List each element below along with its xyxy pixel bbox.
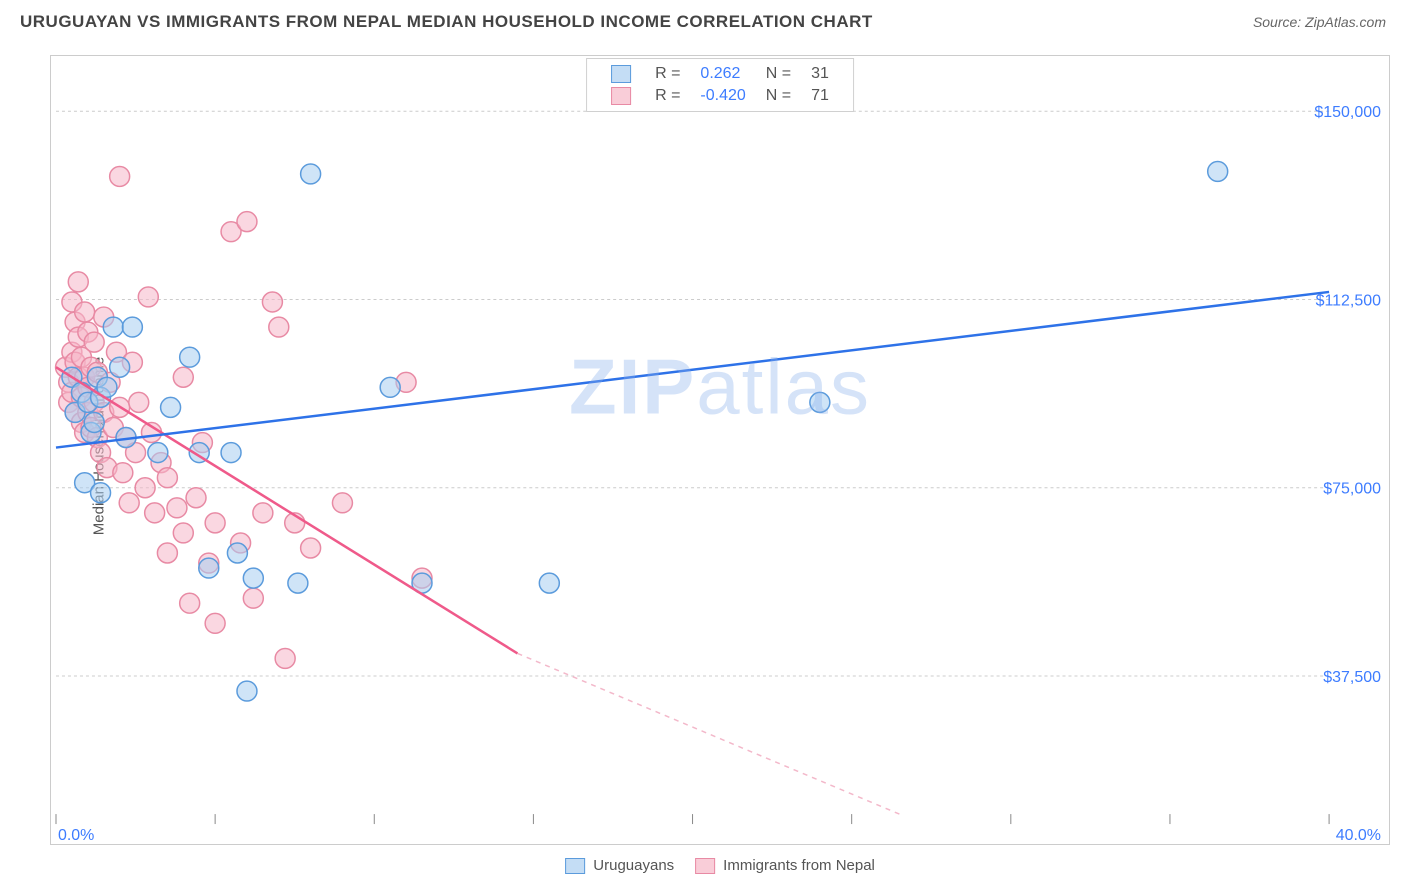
legend-r-value-blue: 0.262 <box>690 63 755 85</box>
svg-text:$112,500: $112,500 <box>1316 292 1382 309</box>
legend-r-label-blue: R = <box>645 63 690 85</box>
legend-n-label-pink: N = <box>756 85 801 107</box>
legend-row-blue: R = 0.262 N = 31 <box>601 63 839 85</box>
source-attribution: Source: ZipAtlas.com <box>1253 14 1386 30</box>
legend-swatch-pink-b <box>695 858 715 874</box>
scatter-plot: $37,500 $75,000 $112,500 $150,000 0.0% 40.0% <box>51 56 1389 844</box>
chart-title: URUGUAYAN VS IMMIGRANTS FROM NEPAL MEDIA… <box>20 12 873 32</box>
svg-text:$150,000: $150,000 <box>1314 104 1381 121</box>
legend-swatch-pink <box>611 87 631 105</box>
chart-container: $37,500$75,000$112,500$150,0000.0%40.0% … <box>50 55 1390 845</box>
legend-n-value-pink: 71 <box>801 85 839 107</box>
svg-text:40.0%: 40.0% <box>1336 827 1381 844</box>
legend-swatch-blue-b <box>565 858 585 874</box>
svg-text:$37,500: $37,500 <box>1323 669 1381 686</box>
svg-text:$75,000: $75,000 <box>1323 481 1381 498</box>
legend-row-pink: R = -0.420 N = 71 <box>601 85 839 107</box>
legend-label-pink: Immigrants from Nepal <box>723 857 875 874</box>
legend-n-value-blue: 31 <box>801 63 839 85</box>
legend-r-label-pink: R = <box>645 85 690 107</box>
svg-text:0.0%: 0.0% <box>58 827 94 844</box>
source-name: ZipAtlas.com <box>1305 14 1386 30</box>
legend-label-blue: Uruguayans <box>593 857 674 874</box>
legend-r-value-pink: -0.420 <box>690 85 755 107</box>
header: URUGUAYAN VS IMMIGRANTS FROM NEPAL MEDIA… <box>0 0 1406 40</box>
legend-series: Uruguayans Immigrants from Nepal <box>565 857 875 874</box>
legend-stats: R = 0.262 N = 31 R = -0.420 N = 71 <box>586 58 854 112</box>
legend-swatch-blue <box>611 65 631 83</box>
source-prefix: Source: <box>1253 14 1305 30</box>
legend-n-label-blue: N = <box>756 63 801 85</box>
